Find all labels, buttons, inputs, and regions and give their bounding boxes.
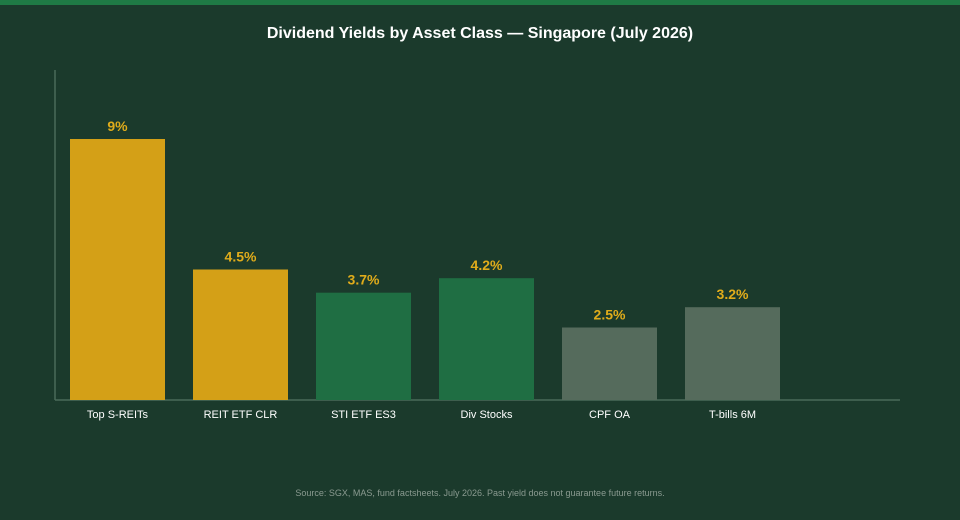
value-label-2: 4.5%: [225, 249, 257, 265]
bar-6: [685, 307, 780, 400]
category-label-2: REIT ETF CLR: [204, 409, 278, 421]
value-label-4: 4.2%: [471, 257, 503, 273]
bars-layer: 9% Top S-REITs 4.5% REIT ETF CLR 3.7% STI ETF…: [70, 118, 780, 421]
value-label-6: 3.2%: [717, 286, 749, 302]
bar-1: [70, 139, 165, 400]
source-note: Source: SGX, MAS, fund factsheets. July …: [295, 488, 665, 498]
category-label-5: CPF OA: [589, 409, 631, 421]
bar-4: [439, 278, 534, 400]
category-label-1: Top S-REITs: [87, 409, 149, 421]
category-label-3: STI ETF ES3: [331, 409, 396, 421]
category-label-6: T-bills 6M: [709, 409, 756, 421]
bar-5: [562, 327, 657, 400]
value-label-1: 9%: [107, 118, 128, 134]
value-label-3: 3.7%: [348, 272, 380, 288]
value-label-5: 2.5%: [594, 307, 626, 323]
chart-title: Dividend Yields by Asset Class — Singapo…: [266, 25, 694, 42]
top-accent-strip: [0, 0, 960, 5]
bar-2: [193, 269, 288, 400]
bar-3: [316, 292, 411, 400]
category-label-4: Div Stocks: [461, 409, 513, 421]
